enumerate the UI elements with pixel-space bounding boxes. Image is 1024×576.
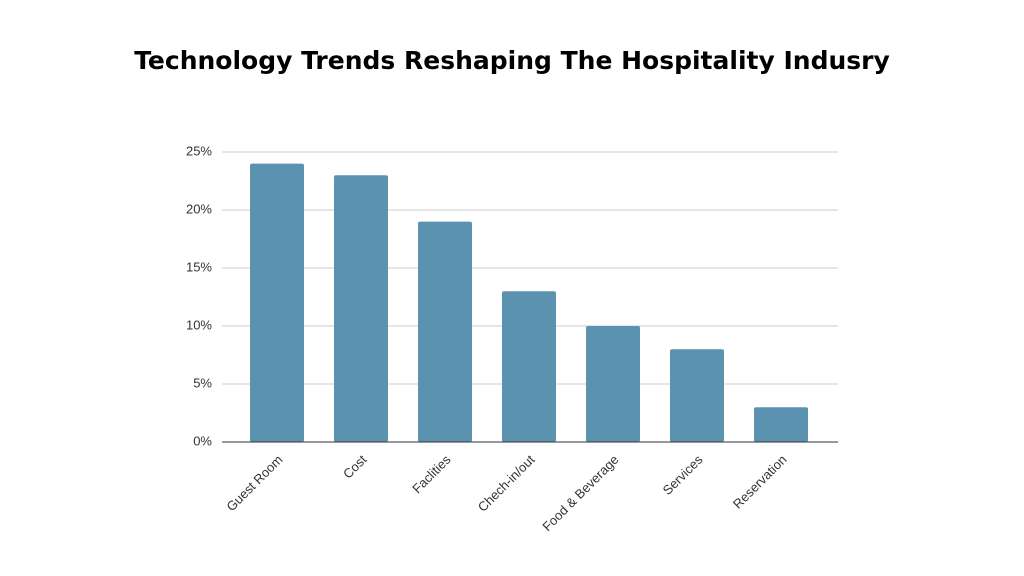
bar [502, 291, 556, 442]
y-tick-label: 0% [193, 433, 212, 448]
chart-title: Technology Trends Reshaping The Hospital… [134, 46, 890, 75]
x-tick-label: Faclities [409, 452, 454, 497]
bar [586, 326, 640, 442]
bar [334, 175, 388, 442]
x-tick-label: Cost [340, 452, 370, 482]
x-tick-label: Reservation [730, 452, 790, 512]
bar [418, 221, 472, 442]
bar [754, 407, 808, 442]
x-tick-label: Chech-in/out [475, 452, 538, 515]
y-tick-label: 20% [186, 201, 212, 216]
y-tick-label: 5% [193, 375, 212, 390]
y-tick-label: 15% [186, 259, 212, 274]
x-tick-label: Guest Room [223, 452, 285, 514]
y-tick-label: 25% [186, 143, 212, 158]
bar [670, 349, 724, 442]
bar [250, 163, 304, 442]
x-tick-label: Food & Beverage [539, 452, 621, 534]
x-tick-label: Services [660, 452, 706, 498]
y-tick-label: 10% [186, 317, 212, 332]
